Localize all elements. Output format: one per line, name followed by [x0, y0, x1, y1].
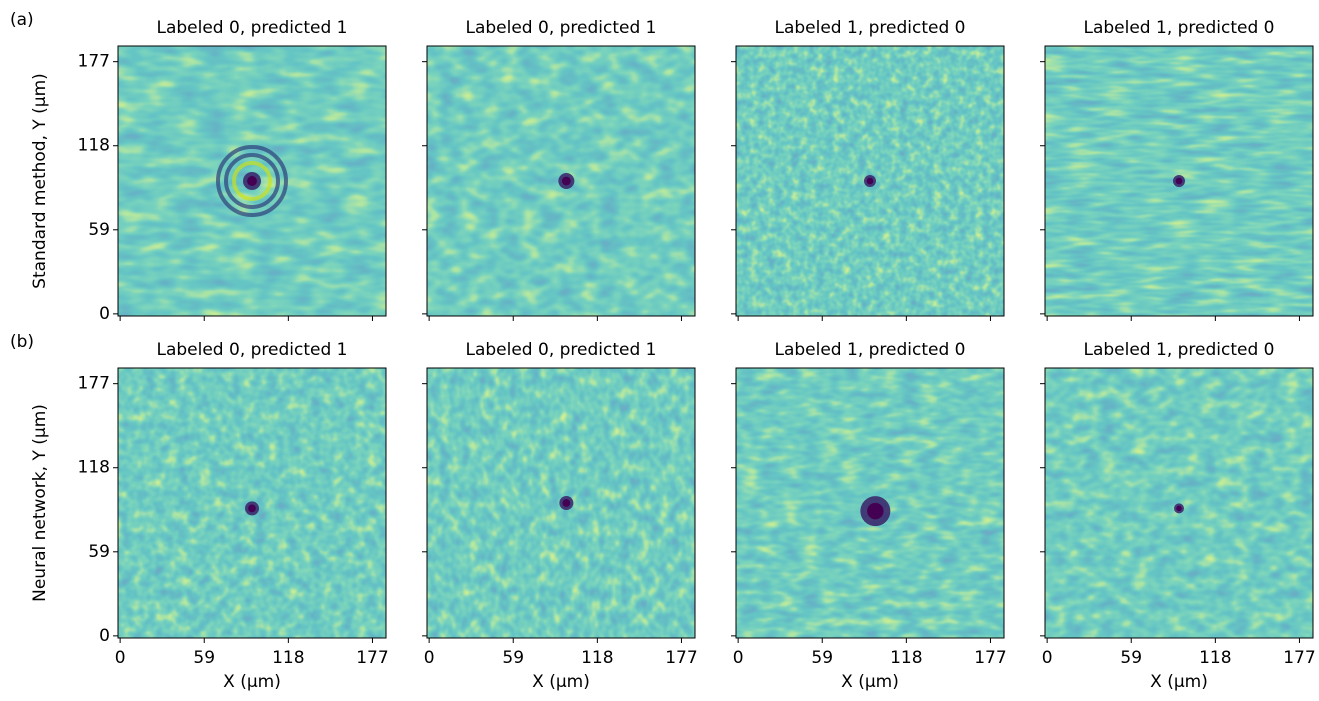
- ring: [216, 145, 288, 217]
- x-tick-label: 118: [272, 648, 304, 668]
- image-spot-core: [561, 176, 571, 186]
- image-spot-core: [867, 502, 884, 520]
- y-axis-label: Neural network, Y (μm): [30, 404, 50, 602]
- axes-frame: [426, 45, 696, 317]
- axes-frame: [426, 367, 696, 639]
- panel-title: Labeled 1, predicted 0: [774, 18, 965, 38]
- x-axis-label: X (μm): [841, 672, 899, 692]
- x-tick-label: 177: [665, 648, 697, 668]
- x-tick-label: 59: [193, 648, 215, 668]
- axes-frame: [1044, 367, 1314, 639]
- x-tick-label: 0: [1042, 648, 1053, 668]
- x-tick-label: 0: [733, 648, 744, 668]
- ring: [224, 153, 280, 209]
- x-axis-label: X (μm): [223, 672, 281, 692]
- image-spot-core: [562, 499, 571, 507]
- image-spot-core: [248, 504, 256, 513]
- panel-label: (a): [10, 10, 34, 30]
- y-tick-label: 118: [78, 136, 110, 156]
- y-tick-label: 177: [78, 374, 110, 394]
- y-tick-label: 0: [99, 626, 110, 646]
- image-texture: [1045, 368, 1313, 638]
- x-tick-label: 177: [1283, 648, 1315, 668]
- x-tick-label: 0: [115, 648, 126, 668]
- y-tick-label: 59: [88, 220, 110, 240]
- image-spot-core: [1176, 505, 1182, 512]
- panel-title: Labeled 0, predicted 1: [465, 340, 656, 360]
- axes-frame: [735, 45, 1005, 317]
- axes-frame: [117, 367, 387, 639]
- y-tick-label: 0: [99, 304, 110, 324]
- ring: [232, 161, 272, 201]
- x-axis-label: X (μm): [532, 672, 590, 692]
- x-tick-label: 118: [581, 648, 613, 668]
- y-axis-label: Standard method, Y (μm): [30, 73, 50, 289]
- panel-label: (b): [10, 332, 34, 352]
- axes-frame: [735, 367, 1005, 639]
- y-tick-label: 59: [88, 542, 110, 562]
- panel-title: Labeled 0, predicted 1: [156, 340, 347, 360]
- image-spot-core: [247, 176, 257, 186]
- panel-title: Labeled 0, predicted 1: [156, 18, 347, 38]
- panel-title: Labeled 1, predicted 0: [1083, 18, 1274, 38]
- x-axis-label: X (μm): [1150, 672, 1208, 692]
- x-tick-label: 59: [502, 648, 524, 668]
- panel-title: Labeled 1, predicted 0: [1083, 340, 1274, 360]
- x-tick-label: 59: [811, 648, 833, 668]
- axes-frame: [117, 45, 387, 317]
- panel-title: Labeled 1, predicted 0: [774, 340, 965, 360]
- x-tick-label: 0: [424, 648, 435, 668]
- image-spot-core: [1175, 177, 1183, 185]
- x-tick-label: 118: [890, 648, 922, 668]
- y-tick-label: 177: [78, 52, 110, 72]
- panel-title: Labeled 0, predicted 1: [465, 18, 656, 38]
- x-tick-label: 177: [974, 648, 1006, 668]
- axes-frame: [1044, 45, 1314, 317]
- x-tick-label: 118: [1199, 648, 1231, 668]
- image-spot-core: [866, 177, 874, 185]
- y-tick-label: 118: [78, 458, 110, 478]
- x-tick-label: 59: [1120, 648, 1142, 668]
- x-tick-label: 177: [356, 648, 388, 668]
